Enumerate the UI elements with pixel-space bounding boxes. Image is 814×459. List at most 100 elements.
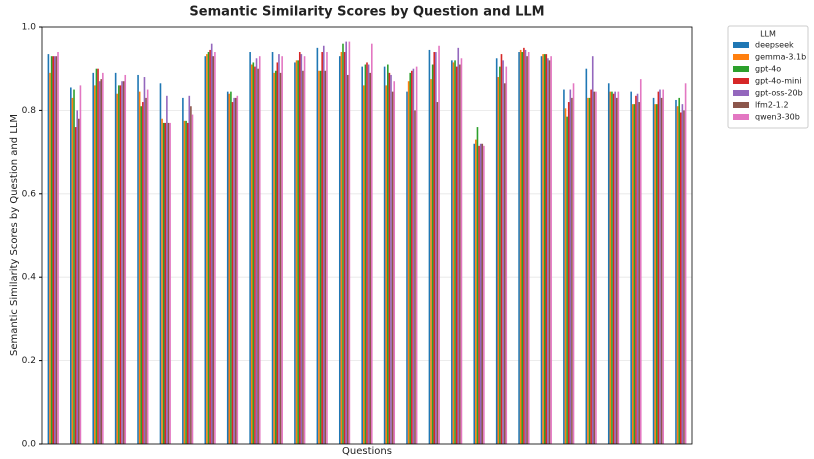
bar <box>639 79 642 444</box>
bar <box>281 56 283 444</box>
bar <box>519 49 522 445</box>
legend-swatch <box>733 42 749 48</box>
bar <box>412 68 415 444</box>
bar <box>342 43 344 445</box>
bar <box>233 97 235 444</box>
bar <box>451 60 453 445</box>
bar <box>681 104 684 445</box>
bar <box>273 72 275 445</box>
bar <box>138 91 141 444</box>
bar <box>521 52 524 445</box>
bar <box>630 91 632 444</box>
bar <box>390 74 392 444</box>
bar <box>455 66 458 445</box>
bar <box>321 52 323 445</box>
legend-swatch <box>733 66 749 72</box>
bar <box>230 91 232 444</box>
bar <box>324 70 327 444</box>
bar <box>543 54 546 444</box>
bar <box>210 43 213 445</box>
bar <box>122 81 125 445</box>
bar <box>473 143 476 444</box>
bar <box>274 70 277 444</box>
bar <box>207 52 210 445</box>
bar <box>252 62 255 444</box>
bar <box>476 127 479 444</box>
bar <box>612 93 615 444</box>
bar <box>540 56 543 444</box>
legend-swatch <box>733 78 749 84</box>
bar <box>483 145 485 444</box>
bar <box>431 64 434 444</box>
bar <box>343 52 346 445</box>
bar <box>593 91 596 444</box>
y-tick-label: 0.0 <box>22 440 37 450</box>
legend-swatch <box>733 54 749 60</box>
bar <box>206 54 208 444</box>
bar <box>57 52 59 445</box>
bar <box>611 91 613 444</box>
bar <box>457 47 460 444</box>
legend-label: gpt-oss-20b <box>755 89 803 98</box>
y-tick-label: 0.8 <box>22 106 37 116</box>
bar <box>567 102 570 444</box>
bar <box>615 97 618 444</box>
bar <box>391 91 394 444</box>
bar <box>114 72 117 445</box>
bar <box>523 47 525 444</box>
bar <box>228 93 231 444</box>
bar <box>676 106 679 444</box>
bar <box>662 89 664 445</box>
bar <box>409 72 412 445</box>
bar <box>234 97 237 444</box>
bar <box>167 122 170 444</box>
bar <box>367 64 370 444</box>
bar <box>298 52 301 445</box>
y-tick-label: 0.2 <box>22 356 36 366</box>
bar <box>249 52 251 445</box>
bar <box>295 60 298 445</box>
bar <box>411 70 413 444</box>
bar <box>166 95 168 445</box>
bar <box>159 83 162 445</box>
bar <box>348 41 351 444</box>
bar <box>182 97 184 444</box>
bar <box>279 72 282 445</box>
bar <box>364 64 367 444</box>
bar <box>407 81 410 445</box>
bar <box>383 66 386 445</box>
bar <box>98 81 101 445</box>
plot-frame <box>41 26 693 445</box>
bar <box>563 89 565 445</box>
bar <box>52 56 55 444</box>
bar <box>73 89 75 445</box>
legend-title: LLM <box>760 30 776 39</box>
bar <box>226 91 229 444</box>
bar <box>571 97 573 444</box>
bar <box>500 54 503 444</box>
bar <box>50 56 53 444</box>
bar <box>340 52 343 445</box>
bar <box>679 112 682 445</box>
bar <box>302 70 304 444</box>
bar <box>414 110 416 445</box>
bar <box>169 122 171 444</box>
bar <box>346 74 349 444</box>
bar <box>459 64 461 444</box>
bar <box>78 118 80 445</box>
bar <box>566 116 568 444</box>
legend-swatch <box>733 114 749 120</box>
bar <box>609 91 612 444</box>
bar <box>161 118 163 445</box>
bar <box>102 72 104 445</box>
bar <box>271 52 274 445</box>
bar <box>186 122 189 444</box>
bar <box>303 56 306 444</box>
bar <box>479 143 482 444</box>
bar <box>140 106 143 444</box>
bar <box>190 106 192 444</box>
bar <box>145 97 147 444</box>
bar <box>438 45 440 444</box>
bar <box>406 91 408 444</box>
bar <box>569 89 572 445</box>
